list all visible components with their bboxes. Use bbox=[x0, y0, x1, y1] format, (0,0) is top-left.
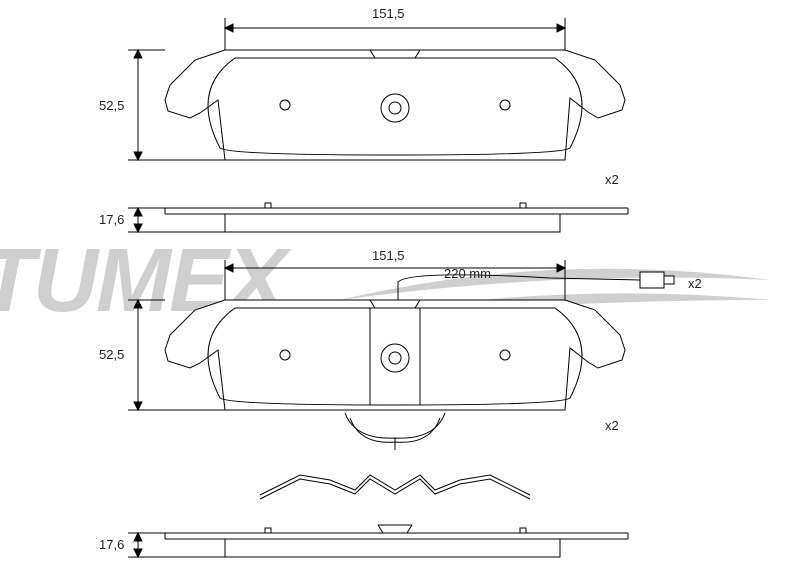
label-width-top: 151,5 bbox=[372, 6, 405, 21]
diagram-canvas bbox=[0, 0, 786, 580]
top-pad-thickness bbox=[165, 203, 628, 232]
label-thickness-top: 17,6 bbox=[99, 212, 124, 227]
bottom-brake-pad bbox=[165, 272, 674, 450]
dim-width-top bbox=[225, 18, 565, 50]
dim-width-bottom bbox=[225, 260, 565, 300]
label-wire-length: 220 mm bbox=[444, 266, 491, 281]
label-height-bottom: 52,5 bbox=[99, 347, 124, 362]
qty-top: x2 bbox=[605, 172, 619, 187]
qty-middle: x2 bbox=[688, 276, 702, 291]
qty-bottom: x2 bbox=[605, 418, 619, 433]
bottom-pad-thickness bbox=[165, 525, 628, 557]
top-brake-pad bbox=[165, 50, 625, 160]
label-thickness-bottom: 17,6 bbox=[99, 537, 124, 552]
label-width-bottom: 151,5 bbox=[372, 248, 405, 263]
spring-clip bbox=[260, 475, 530, 499]
dim-thickness-bottom bbox=[128, 533, 225, 557]
label-height-top: 52,5 bbox=[99, 98, 124, 113]
dim-thickness-top bbox=[128, 208, 225, 232]
